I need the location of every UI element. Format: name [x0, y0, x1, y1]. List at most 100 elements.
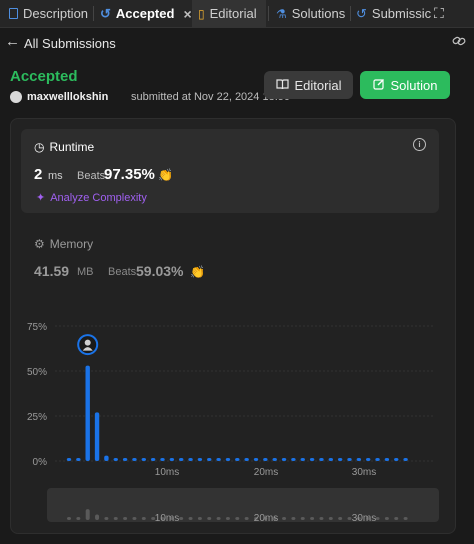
mini-x-tick-label: 30ms: [352, 513, 376, 524]
bar: [375, 458, 380, 461]
bar: [66, 458, 72, 461]
sparkle-icon: ✦: [36, 192, 46, 204]
memory-unit: MB: [77, 266, 94, 278]
memory-value: 41.59: [34, 263, 70, 279]
bar: [85, 365, 90, 461]
mini-bar: [300, 517, 305, 520]
link-icon-svg: [452, 36, 466, 46]
solution-button[interactable]: Solution: [360, 71, 450, 99]
bar: [281, 458, 287, 461]
y-tick-label: 0%: [33, 457, 48, 468]
mini-bar: [310, 517, 315, 520]
close-icon[interactable]: ×: [183, 5, 192, 22]
bar: [160, 458, 165, 461]
clock-icon: ◷: [34, 140, 45, 154]
mini-bar: [244, 517, 249, 520]
tab-divider: [93, 6, 94, 21]
book-icon: [275, 78, 289, 93]
mini-bar: [338, 517, 343, 520]
info-icon[interactable]: i: [413, 138, 426, 151]
bar: [76, 458, 81, 461]
mini-bar: [85, 509, 90, 520]
memory-beats-percent: 59.03%: [136, 263, 184, 279]
mini-bar: [179, 517, 184, 520]
expand-icon[interactable]: ⛶: [434, 5, 444, 21]
bar: [356, 458, 362, 461]
avatar[interactable]: [10, 91, 22, 103]
mini-bar: [207, 517, 212, 520]
bar: [141, 458, 146, 461]
bar: [263, 458, 268, 461]
mini-bar: [188, 517, 193, 520]
mini-bar: [225, 517, 230, 520]
bar: [132, 458, 137, 461]
bar: [216, 458, 221, 461]
memory-beats-label: Beats: [108, 266, 137, 278]
mini-bar: [104, 517, 109, 520]
bar: [207, 458, 212, 461]
mini-bar: [282, 517, 287, 520]
memory-chip-icon: ⚙: [34, 237, 45, 251]
bar: [272, 458, 277, 461]
mini-bar: [291, 517, 296, 520]
avatar-head: [84, 339, 91, 346]
all-submissions-link[interactable]: All Submissions: [24, 36, 116, 51]
mini-bar: [160, 517, 165, 520]
submission-status: Accepted: [10, 68, 78, 85]
tab-description[interactable]: Description: [9, 0, 88, 27]
bar: [197, 458, 203, 461]
link-icon[interactable]: [452, 34, 466, 51]
mini-bar: [403, 517, 408, 520]
tab-submissions[interactable]: ↺ Submissic: [356, 5, 432, 22]
mini-bar: [366, 517, 371, 520]
bar: [235, 458, 240, 461]
y-tick-label: 75%: [27, 322, 47, 333]
mini-bar: [254, 517, 258, 520]
back-arrow-icon[interactable]: ←: [5, 33, 20, 50]
history-icon: ↺: [356, 5, 367, 21]
bar: [188, 458, 193, 461]
mini-bar: [272, 517, 277, 520]
tab-accepted[interactable]: ↺ Accepted ×: [100, 5, 192, 22]
mini-bar: [319, 517, 324, 520]
document-icon: [9, 8, 18, 19]
chart-range-slider[interactable]: [47, 488, 439, 522]
mini-bar: [384, 517, 389, 520]
bar: [300, 458, 305, 461]
runtime-card[interactable]: [21, 129, 439, 213]
avatar-body: [82, 347, 93, 351]
username-link[interactable]: maxwelllokshin: [27, 91, 109, 103]
mini-bar: [263, 517, 268, 520]
y-tick-label: 25%: [27, 412, 47, 423]
bar: [122, 458, 128, 461]
editorial-button[interactable]: Editorial: [264, 71, 353, 99]
book-icon: ▯: [198, 6, 205, 21]
bar: [113, 458, 118, 461]
clapping-hands-icon: 👏: [190, 265, 205, 279]
bar: [384, 458, 390, 461]
mini-bar: [132, 517, 137, 520]
bar: [150, 458, 156, 461]
mini-bar: [375, 517, 380, 520]
submitted-time: submitted at Nov 22, 2024 18:50: [131, 91, 290, 103]
bar: [394, 458, 399, 461]
bar: [328, 458, 333, 461]
clapping-hands-icon: 👏: [158, 168, 173, 182]
mini-bar: [151, 517, 156, 520]
bar: [366, 458, 371, 461]
tab-divider: [350, 6, 351, 21]
bar: [309, 458, 315, 461]
tab-solutions[interactable]: ⚗ Solutions: [276, 6, 346, 21]
tab-editorial[interactable]: ▯ Editorial: [198, 6, 257, 21]
memory-title[interactable]: ⚙ Memory: [34, 237, 94, 251]
analyze-complexity-button[interactable]: ✦ Analyze Complexity: [36, 191, 147, 205]
bar: [179, 458, 184, 461]
mini-bar: [123, 517, 128, 520]
mini-x-tick-label: 10ms: [155, 513, 179, 524]
mini-bar: [235, 517, 240, 520]
runtime-beats-percent: 97.35%: [104, 166, 155, 183]
mini-bar: [76, 517, 81, 520]
mini-x-tick-label: 20ms: [254, 513, 278, 524]
edit-icon: [372, 78, 385, 93]
